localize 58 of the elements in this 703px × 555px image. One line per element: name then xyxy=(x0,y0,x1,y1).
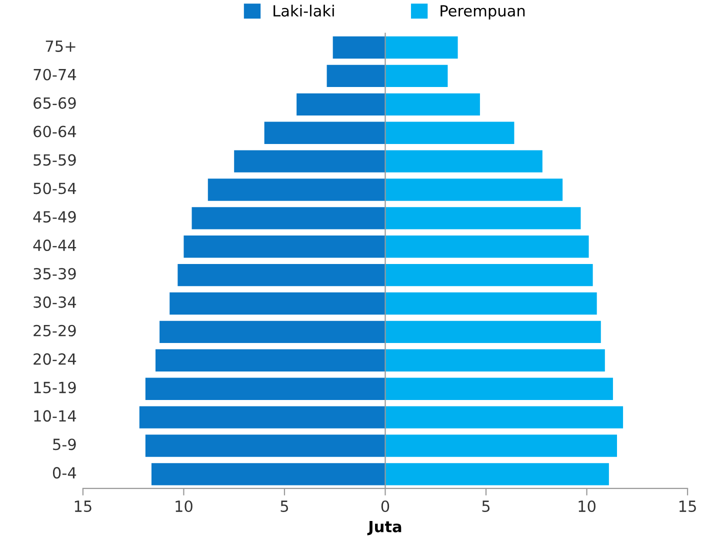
bar xyxy=(385,36,458,59)
bar xyxy=(139,406,386,428)
y-tick-label: 10-14 xyxy=(34,410,76,422)
bar xyxy=(385,264,593,286)
bar xyxy=(184,236,386,258)
bar xyxy=(192,207,386,230)
bar xyxy=(156,349,386,372)
bar xyxy=(385,93,480,116)
bar xyxy=(385,64,448,88)
bar xyxy=(208,178,386,201)
legend-label: Perempuan xyxy=(440,5,525,20)
bar xyxy=(385,406,624,428)
legend-label: Laki-laki xyxy=(274,4,334,17)
bar xyxy=(385,292,597,315)
bar xyxy=(385,349,605,372)
bar xyxy=(385,378,613,400)
y-tick-label: 65-69 xyxy=(34,97,76,109)
x-tick-label: 15 xyxy=(74,500,92,512)
bar xyxy=(385,434,617,457)
x-tick-label: 10 xyxy=(176,500,192,512)
y-tick-label: 25-29 xyxy=(34,324,76,336)
y-tick-label: 70-74 xyxy=(34,68,76,80)
x-axis-title: Juta xyxy=(367,521,402,536)
bar xyxy=(145,434,386,457)
bar xyxy=(170,292,386,315)
bar xyxy=(145,378,386,400)
bar xyxy=(264,122,386,144)
y-tick-label: 60-64 xyxy=(34,126,76,138)
bar xyxy=(385,122,514,144)
y-tick-label: 35-39 xyxy=(34,268,76,280)
y-tick-label: 75+ xyxy=(46,40,76,52)
y-tick-label: 45-49 xyxy=(33,211,76,223)
y-tick-label: 20-24 xyxy=(34,353,76,365)
x-tick-label: 15 xyxy=(679,500,696,512)
bar xyxy=(385,178,563,201)
bar xyxy=(296,93,386,116)
bar xyxy=(385,320,601,344)
y-tick-label: 40-44 xyxy=(33,240,76,252)
bar xyxy=(160,320,386,344)
bar xyxy=(385,207,581,230)
bar xyxy=(178,264,386,286)
y-tick-label: 55-59 xyxy=(34,154,76,166)
bar xyxy=(234,150,386,172)
bar xyxy=(151,463,386,486)
y-tick-label: 15-19 xyxy=(34,382,76,394)
y-tick-label: 0-4 xyxy=(52,467,76,479)
bar xyxy=(385,463,609,486)
bar xyxy=(385,236,589,258)
y-tick-label: 30-34 xyxy=(34,296,76,308)
x-tick-label: 5 xyxy=(280,500,288,512)
x-tick-label: 5 xyxy=(482,500,490,512)
y-tick-label: 5-9 xyxy=(53,438,76,450)
x-tick-label: 0 xyxy=(381,500,390,512)
y-tick-label: 50-54 xyxy=(34,182,76,194)
bar xyxy=(326,64,386,88)
bar xyxy=(385,150,542,172)
bar xyxy=(332,36,386,59)
x-tick-label: 10 xyxy=(578,500,596,512)
